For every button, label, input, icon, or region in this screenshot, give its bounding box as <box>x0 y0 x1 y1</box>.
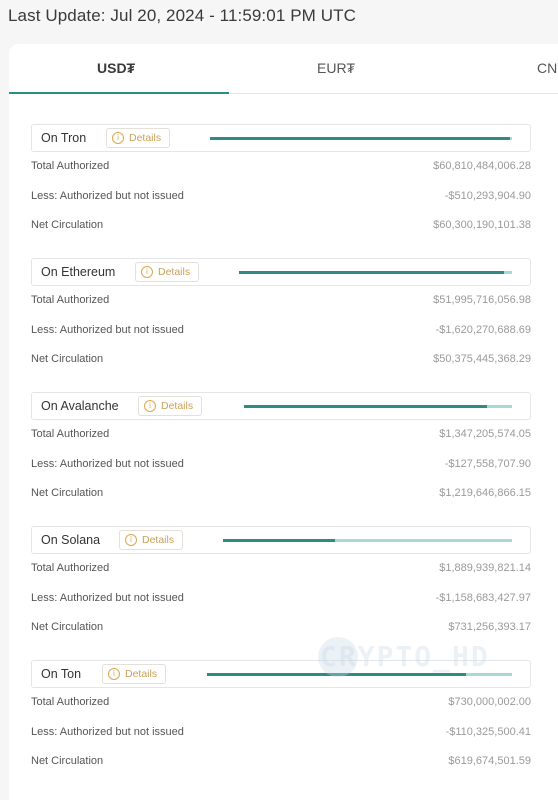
row-label: Net Circulation <box>31 487 104 499</box>
row-label: Net Circulation <box>31 755 104 767</box>
chain-section-tron: On Tron i Details Total Authorized $60,81… <box>31 124 531 241</box>
details-label: Details <box>129 132 162 144</box>
details-label: Details <box>158 266 191 278</box>
circulation-bar-fill <box>244 405 487 408</box>
row-value: $51,995,716,056.98 <box>433 294 531 306</box>
total-authorized-row: Total Authorized $60,810,484,006.28 <box>31 152 531 182</box>
details-button[interactable]: i Details <box>135 262 200 282</box>
row-label: Less: Authorized but not issued <box>31 457 184 470</box>
tab-cnht[interactable]: CN <box>537 60 558 76</box>
chain-section-ethereum: On Ethereum i Details Total Authorized $5… <box>31 258 531 375</box>
row-value: $619,674,501.59 <box>448 755 531 767</box>
row-value: -$110,325,500.41 <box>445 725 531 738</box>
info-icon: i <box>144 400 156 412</box>
row-value: -$127,558,707.90 <box>444 457 531 470</box>
row-value: $1,889,939,821.14 <box>439 562 531 574</box>
row-label: Total Authorized <box>31 294 110 306</box>
chain-section-avalanche: On Avalanche i Details Total Authorized $… <box>31 392 531 509</box>
net-circulation-row: Net Circulation $731,256,393.17 <box>31 613 531 643</box>
active-tab-indicator <box>9 92 229 94</box>
details-label: Details <box>142 534 175 546</box>
net-circulation-row: Net Circulation $619,674,501.59 <box>31 747 531 777</box>
not-issued-row: Less: Authorized but not issued -$1,620,2… <box>31 316 531 346</box>
circulation-bar <box>244 405 512 408</box>
chain-header: On Solana i Details <box>31 526 531 554</box>
info-icon: i <box>112 132 124 144</box>
row-label: Less: Authorized but not issued <box>31 591 184 604</box>
row-label: Less: Authorized but not issued <box>31 323 184 336</box>
row-value: $60,300,190,101.38 <box>433 219 531 231</box>
row-label: Net Circulation <box>31 353 104 365</box>
total-authorized-row: Total Authorized $51,995,716,056.98 <box>31 286 531 316</box>
chain-header: On Ton i Details <box>31 660 531 688</box>
net-circulation-row: Net Circulation $1,219,646,866.15 <box>31 479 531 509</box>
details-button[interactable]: i Details <box>102 664 167 684</box>
row-value: $731,256,393.17 <box>448 621 531 633</box>
chain-name: On Tron <box>41 131 87 145</box>
tab-eurt[interactable]: EUR₮ <box>317 60 356 76</box>
circulation-bar-fill <box>210 137 510 140</box>
details-button[interactable]: i Details <box>106 128 171 148</box>
total-authorized-row: Total Authorized $1,347,205,574.05 <box>31 420 531 450</box>
circulation-bar-fill <box>207 673 466 676</box>
net-circulation-row: Net Circulation $60,300,190,101.38 <box>31 211 531 241</box>
currency-tabs: USD₮ EUR₮ CN <box>9 44 558 94</box>
info-icon: i <box>108 668 120 680</box>
not-issued-row: Less: Authorized but not issued -$510,293… <box>31 182 531 212</box>
chain-header: On Ethereum i Details <box>31 258 531 286</box>
chain-header: On Avalanche i Details <box>31 392 531 420</box>
not-issued-row: Less: Authorized but not issued -$1,158,6… <box>31 584 531 614</box>
watermark-logo-icon <box>318 637 358 677</box>
row-value: $50,375,445,368.29 <box>433 353 531 365</box>
details-label: Details <box>161 400 194 412</box>
row-label: Total Authorized <box>31 428 110 440</box>
chain-section-ton: On Ton i Details Total Authorized $730,00… <box>31 660 531 777</box>
chain-section-solana: On Solana i Details Total Authorized $1,8… <box>31 526 531 643</box>
details-button[interactable]: i Details <box>119 530 184 550</box>
net-circulation-row: Net Circulation $50,375,445,368.29 <box>31 345 531 375</box>
circulation-bar <box>210 137 512 140</box>
row-value: $730,000,002.00 <box>448 696 531 708</box>
not-issued-row: Less: Authorized but not issued -$127,558… <box>31 450 531 480</box>
details-button[interactable]: i Details <box>138 396 203 416</box>
not-issued-row: Less: Authorized but not issued -$110,325… <box>31 718 531 748</box>
circulation-bar <box>207 673 512 676</box>
chain-name: On Ethereum <box>41 265 116 279</box>
row-label: Total Authorized <box>31 696 110 708</box>
row-label: Less: Authorized but not issued <box>31 725 184 738</box>
chain-name: On Ton <box>41 667 82 681</box>
watermark: CRYPTO_HD <box>320 640 490 673</box>
last-update-timestamp: Last Update: Jul 20, 2024 - 11:59:01 PM … <box>8 6 356 25</box>
row-label: Total Authorized <box>31 160 110 172</box>
circulation-bar-fill <box>239 271 504 274</box>
total-authorized-row: Total Authorized $730,000,002.00 <box>31 688 531 718</box>
row-value: -$1,158,683,427.97 <box>435 591 531 604</box>
chain-header: On Tron i Details <box>31 124 531 152</box>
row-label: Less: Authorized but not issued <box>31 189 184 202</box>
supply-card: USD₮ EUR₮ CN On Tron i Details Total Aut… <box>9 44 558 800</box>
row-value: $1,219,646,866.15 <box>439 487 531 499</box>
row-value: $1,347,205,574.05 <box>439 428 531 440</box>
details-label: Details <box>125 668 158 680</box>
total-authorized-row: Total Authorized $1,889,939,821.14 <box>31 554 531 584</box>
info-icon: i <box>125 534 137 546</box>
row-label: Net Circulation <box>31 621 104 633</box>
row-value: -$510,293,904.90 <box>444 189 531 202</box>
row-label: Net Circulation <box>31 219 104 231</box>
row-value: -$1,620,270,688.69 <box>435 323 531 336</box>
circulation-bar <box>223 539 512 542</box>
tab-usdt[interactable]: USD₮ <box>97 60 136 76</box>
chain-name: On Solana <box>41 533 101 547</box>
row-label: Total Authorized <box>31 562 110 574</box>
row-value: $60,810,484,006.28 <box>433 160 531 172</box>
circulation-bar-fill <box>223 539 335 542</box>
chain-name: On Avalanche <box>41 399 119 413</box>
circulation-bar <box>239 271 512 274</box>
info-icon: i <box>141 266 153 278</box>
